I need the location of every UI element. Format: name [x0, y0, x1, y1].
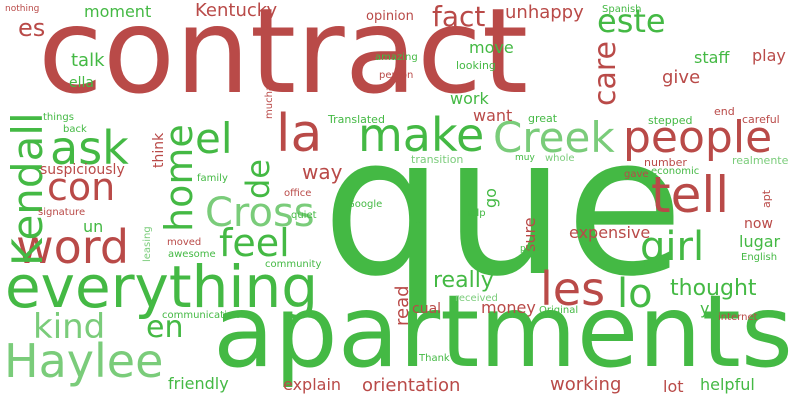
word-nothing: nothing [5, 4, 40, 14]
word-working: working [550, 374, 622, 395]
word-person: person [379, 70, 414, 81]
word-signature: signature [38, 207, 86, 218]
word-office: office [284, 188, 312, 199]
word-help: help [464, 208, 486, 219]
word-back: back [63, 124, 87, 135]
word-read: read [392, 285, 413, 326]
word-ask: ask [50, 121, 129, 175]
word-kentucky: Kentucky [195, 0, 278, 21]
word-really: really [433, 268, 494, 293]
word-unhappy: unhappy [505, 2, 584, 23]
word-con: con [47, 165, 116, 209]
word-gave: gave [624, 169, 649, 180]
word-people: people [623, 112, 773, 163]
word-care: care [588, 40, 623, 106]
word-opinion: opinion [366, 9, 414, 24]
word-original: Original [539, 305, 579, 316]
word-amazing: amazing [375, 52, 418, 63]
word-mi: mi [414, 219, 427, 230]
word-translated: Translated [328, 113, 385, 126]
word-suspiciously: suspiciously [40, 162, 125, 178]
word-la: la [276, 104, 323, 164]
word-kendall: Kendall [3, 112, 52, 266]
word-received: received [455, 293, 498, 304]
word-para: para [520, 244, 541, 254]
word-cual: cual [412, 301, 442, 317]
word-moment: moment [84, 2, 152, 21]
word-staff: staff [694, 48, 730, 67]
word-great: great [528, 112, 558, 125]
word-orientation: orientation [362, 375, 461, 396]
word-contract: contract [38, 0, 529, 120]
word-un: un [83, 217, 104, 236]
word-quiet: quiet [291, 210, 317, 221]
word-friendly: friendly [168, 374, 229, 393]
word-want: want [473, 106, 513, 125]
word-lo: lo [617, 271, 653, 317]
word-transition: transition [411, 153, 464, 166]
word-en: en [146, 310, 184, 345]
word-talk: talk [71, 50, 105, 71]
word-feel: feel [219, 221, 290, 265]
word-move: move [469, 38, 514, 57]
word-google: Google [347, 199, 383, 210]
word-money: money [481, 298, 536, 317]
word-make: make [358, 108, 485, 162]
word-el: el [195, 114, 233, 163]
word-communication: communication [162, 310, 240, 321]
word-les: les [540, 262, 606, 316]
word-looking: looking [456, 59, 496, 72]
word-work: work [450, 89, 489, 108]
word-tell: tell [651, 166, 730, 224]
word-family: family [197, 173, 228, 184]
word-moved: moved [167, 237, 202, 248]
word-awesome: awesome [168, 249, 216, 260]
word-thank: Thank [419, 353, 450, 364]
word-things: things [43, 112, 74, 123]
word-whole: whole [545, 153, 575, 164]
word-mucha: mucha [264, 84, 275, 119]
word-expensive: expensive [569, 223, 651, 242]
word-think: think [151, 132, 167, 168]
word-creek: Creek [493, 113, 615, 162]
word-give: give [662, 67, 701, 88]
word-thought: thought [670, 276, 757, 301]
word-kind: kind [33, 307, 106, 347]
word-y: y [700, 299, 710, 318]
word-helpful: helpful [700, 375, 755, 394]
word-english: English [741, 252, 778, 263]
word-este: este [597, 2, 666, 40]
word-internet: internet [718, 312, 758, 323]
word-cross: Cross [205, 190, 315, 236]
word-leasing: leasing [142, 226, 153, 262]
word-lot: lot [663, 377, 684, 396]
word-number: number [644, 156, 687, 169]
word-lugar: lugar [739, 232, 781, 251]
word-spanish: Spanish [602, 4, 642, 15]
word-economic: economic [651, 166, 700, 177]
word-ella: ella [69, 75, 94, 91]
word-es: es [18, 14, 46, 42]
word-careful: careful [742, 113, 780, 126]
word-stepped: stepped [648, 114, 693, 127]
word-now: now [744, 216, 773, 232]
word-go: go [481, 188, 500, 208]
word-word: word [16, 220, 130, 274]
word-end: end [714, 105, 735, 118]
word-apt: apt [760, 189, 773, 208]
word-muy: muy [515, 153, 535, 163]
word-girl: girl [640, 224, 705, 270]
word-community: community [265, 259, 322, 270]
word-que: que [322, 96, 684, 319]
word-realmente: realmente [732, 154, 789, 167]
word-haylee: Haylee [4, 334, 164, 388]
word-everything: everything [5, 253, 319, 321]
word-fact: fact [432, 0, 486, 33]
word-apartments: apartments [213, 273, 793, 390]
word-play: play [752, 46, 786, 65]
word-explain: explain [283, 375, 342, 394]
word-way: way [302, 160, 343, 184]
